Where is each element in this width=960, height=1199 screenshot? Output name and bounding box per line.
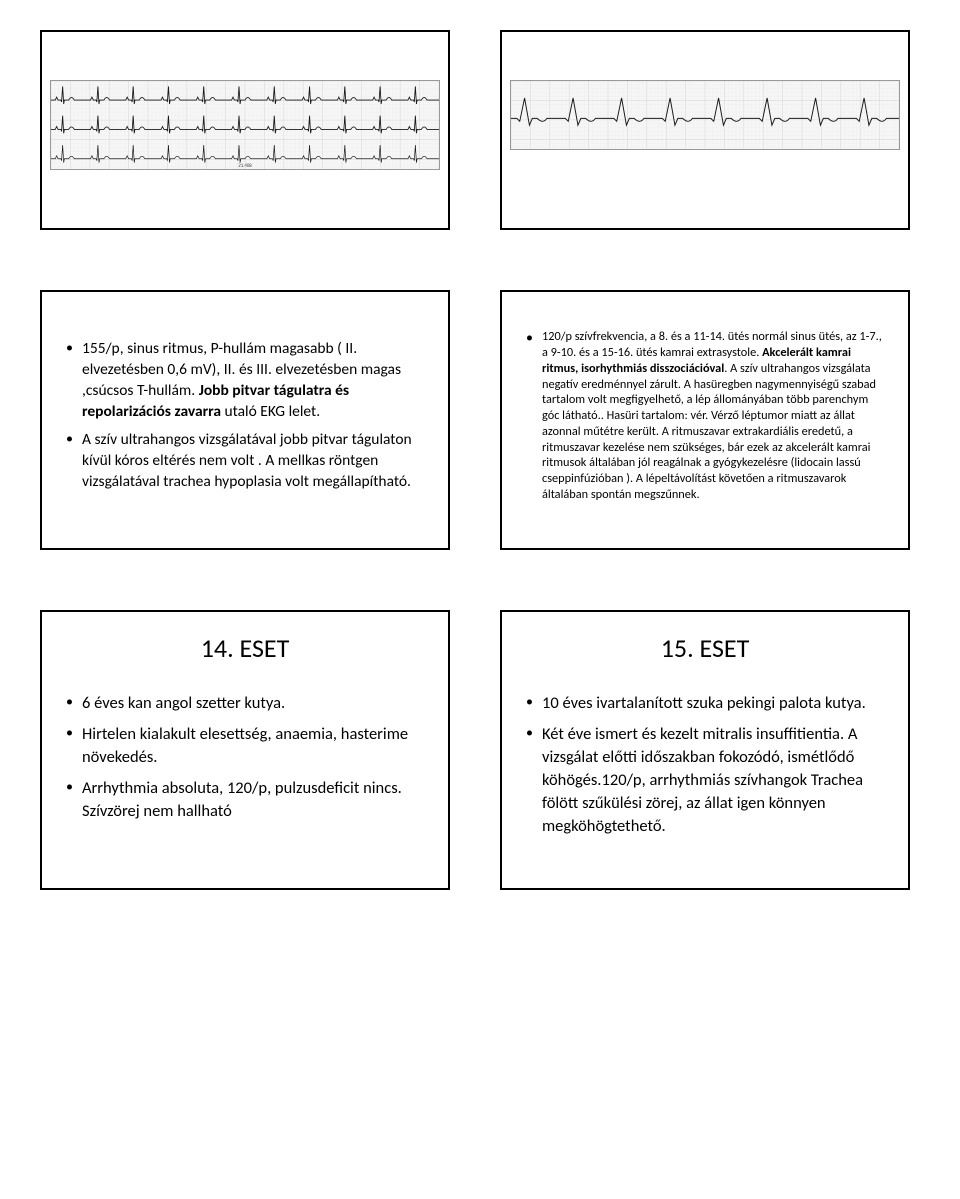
slide-4: 120/p szívfrekvencia, a 8. és a 11-14. ü… [500, 290, 910, 550]
list-item: 6 éves kan angol szetter kutya. [82, 692, 426, 715]
slide-3: 155/p, sinus ritmus, P-hullám magasabb (… [40, 290, 450, 550]
slide-row-2: 155/p, sinus ritmus, P-hullám magasabb (… [40, 290, 920, 550]
svg-text:21.408: 21.408 [238, 163, 252, 169]
list-item: 10 éves ivartalanított szuka pekingi pal… [542, 692, 886, 715]
slide-6: 15. ESET 10 éves ivartalanított szuka pe… [500, 610, 910, 890]
slide-row-1: 21.408 [40, 30, 920, 230]
list-item: A szív ultrahangos vizsgálatával jobb pi… [82, 430, 426, 493]
slide-6-title: 15. ESET [524, 632, 886, 664]
slide-row-3: 14. ESET 6 éves kan angol szetter kutya.… [40, 610, 920, 890]
ecg-strip-1: 21.408 [50, 80, 440, 175]
slide-3-list: 155/p, sinus ritmus, P-hullám magasabb (… [64, 339, 426, 501]
slide-ecg-1: 21.408 [40, 30, 450, 230]
ecg-strip-2 [510, 80, 900, 155]
slide-5-list: 6 éves kan angol szetter kutya. Hirtelen … [64, 692, 426, 831]
list-item: 155/p, sinus ritmus, P-hullám magasabb (… [82, 339, 426, 423]
list-item: Két éve ismert és kezelt mitralis insuff… [542, 723, 886, 838]
list-item: 120/p szívfrekvencia, a 8. és a 11-14. ü… [542, 329, 886, 502]
slide-6-list: 10 éves ivartalanított szuka pekingi pal… [524, 692, 886, 847]
list-item: Arrhythmia absoluta, 120/p, pulzusdefici… [82, 777, 426, 823]
slide-5-title: 14. ESET [64, 632, 426, 664]
slide-ecg-2 [500, 30, 910, 230]
slide-4-list: 120/p szívfrekvencia, a 8. és a 11-14. ü… [524, 329, 886, 510]
slide-5: 14. ESET 6 éves kan angol szetter kutya.… [40, 610, 450, 890]
list-item: Hirtelen kialakult elesettség, anaemia, … [82, 723, 426, 769]
